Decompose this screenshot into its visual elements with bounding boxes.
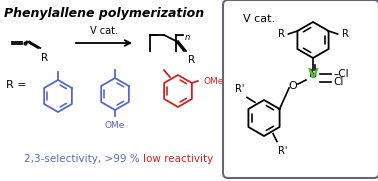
FancyBboxPatch shape xyxy=(223,0,378,178)
Text: V cat.: V cat. xyxy=(243,14,275,24)
Text: R: R xyxy=(277,29,284,39)
Text: OMe: OMe xyxy=(204,77,224,85)
Text: V cat.: V cat. xyxy=(90,26,118,36)
Text: low reactivity: low reactivity xyxy=(143,154,213,164)
Text: R: R xyxy=(188,55,195,65)
Text: R: R xyxy=(41,53,48,63)
Text: Phenylallene polymerization: Phenylallene polymerization xyxy=(4,7,204,20)
Text: R': R' xyxy=(235,84,244,94)
Text: V: V xyxy=(308,67,318,81)
Text: n: n xyxy=(185,33,190,41)
Text: O: O xyxy=(289,81,297,91)
Text: 2,3-selectivity, >99 %: 2,3-selectivity, >99 % xyxy=(24,154,140,164)
Text: R: R xyxy=(342,29,349,39)
Text: R': R' xyxy=(278,146,287,156)
Text: R =: R = xyxy=(6,80,26,90)
Text: –Cl: –Cl xyxy=(333,69,349,79)
Text: N: N xyxy=(309,69,317,79)
Text: OMe: OMe xyxy=(105,121,125,130)
Text: Cl: Cl xyxy=(333,77,343,87)
